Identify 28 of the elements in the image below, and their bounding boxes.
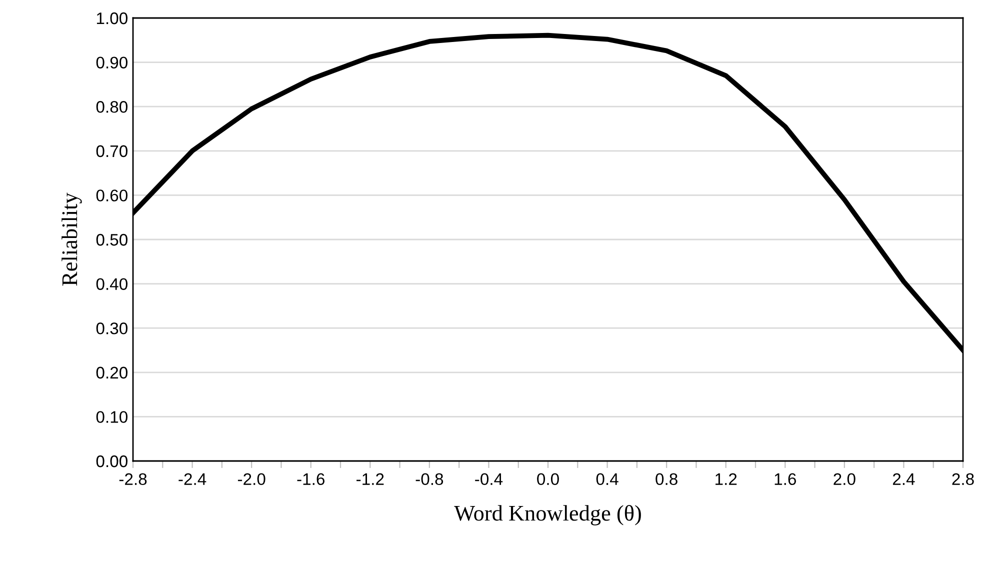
y-tick-label: 0.00 (96, 455, 128, 468)
x-tick-label: 2.4 (892, 473, 915, 485)
y-axis-title: Reliability (62, 192, 82, 286)
y-tick-label: 0.80 (96, 101, 128, 113)
x-tick-label: -2.0 (238, 473, 266, 486)
y-tick-label: 1.00 (96, 12, 128, 24)
x-tick-label: -2.8 (119, 473, 147, 486)
x-tick-label: 0.8 (656, 473, 678, 486)
y-tick-label: 0.90 (96, 56, 128, 69)
y-tick-label: 0.50 (96, 234, 128, 246)
x-axis-title: Word Knowledge (θ) (454, 505, 641, 526)
x-tick-label: -1.6 (297, 473, 324, 486)
x-tick-label: 2.8 (952, 473, 974, 486)
x-tick-label: -0.8 (416, 473, 444, 486)
x-tick-label: 0.0 (537, 473, 559, 486)
y-tick-label: 0.70 (96, 145, 128, 158)
y-tick-label: 0.30 (96, 322, 128, 334)
x-tick-label: 1.2 (716, 473, 737, 485)
y-tick-label: 0.20 (96, 366, 128, 379)
y-tick-label: 0.40 (96, 278, 128, 290)
x-tick-label: -2.4 (178, 473, 206, 485)
x-tick-label: 2.0 (834, 473, 856, 486)
x-tick-label: -1.2 (356, 473, 384, 485)
x-tick-label: 0.4 (596, 473, 618, 486)
y-tick-label: 0.10 (96, 411, 128, 423)
x-tick-label: -0.4 (475, 473, 503, 486)
x-tick-label: 1.6 (774, 473, 796, 486)
y-tick-label: 0.60 (96, 190, 128, 202)
